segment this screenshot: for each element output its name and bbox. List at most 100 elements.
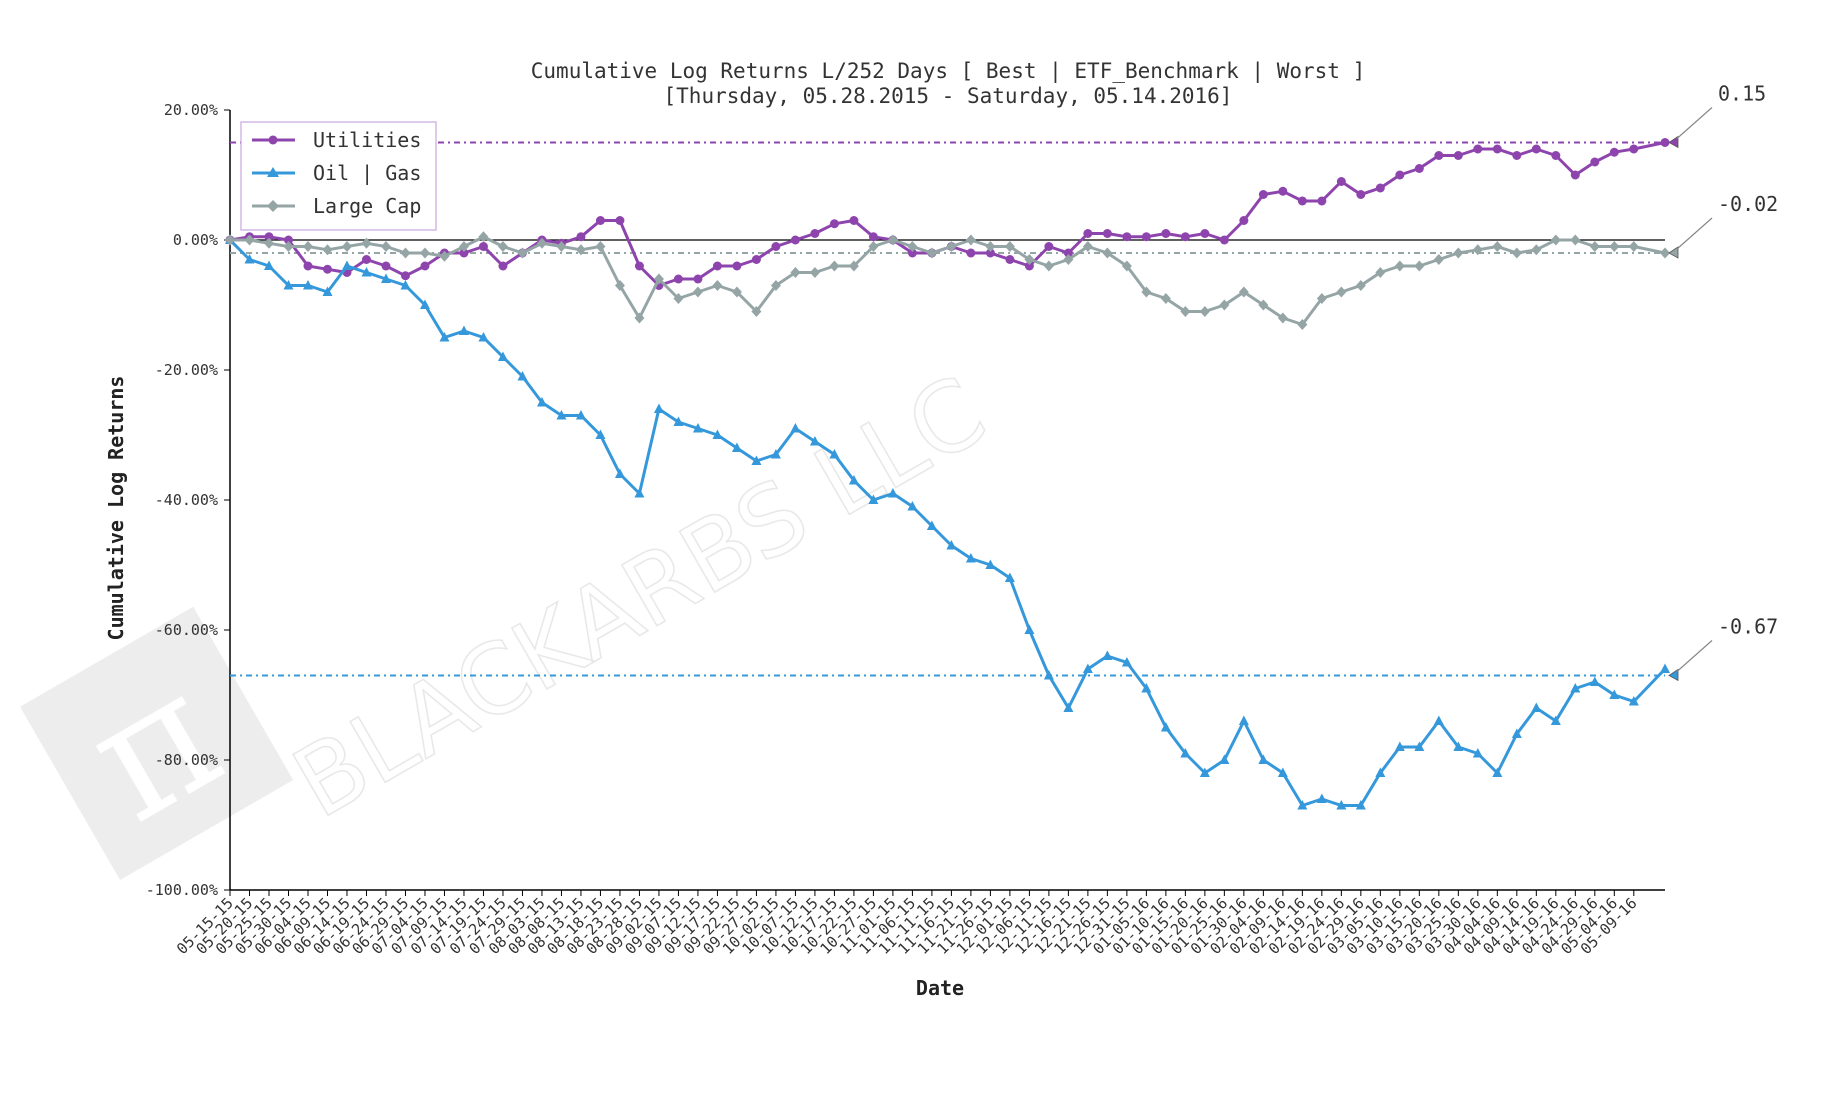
data-point-oil-gas xyxy=(1453,741,1464,751)
data-point-oil-gas xyxy=(536,397,547,407)
data-point-oil-gas xyxy=(1472,748,1483,758)
data-point-utilities xyxy=(673,274,683,284)
data-point-oil-gas xyxy=(1609,689,1620,699)
data-point-large-cap xyxy=(1355,280,1366,291)
data-point-oil-gas xyxy=(731,442,742,452)
series-large-cap xyxy=(225,231,1670,330)
data-point-large-cap xyxy=(302,241,313,252)
legend-label-oil-gas: Oil | Gas xyxy=(313,161,421,185)
data-point-utilities xyxy=(478,242,488,251)
legend: Utilities Oil | Gas Large Cap xyxy=(240,121,437,231)
data-point-utilities xyxy=(810,229,820,238)
data-point-oil-gas xyxy=(1394,741,1405,751)
data-point-oil-gas xyxy=(1414,741,1425,751)
data-point-utilities xyxy=(1180,232,1190,242)
data-point-large-cap xyxy=(1024,254,1035,265)
watermark-text: BLACKARBS LLC xyxy=(276,355,1004,840)
data-point-large-cap xyxy=(634,312,645,324)
data-point-utilities xyxy=(1044,242,1054,251)
data-point-large-cap xyxy=(1004,241,1015,252)
data-point-utilities xyxy=(361,255,371,264)
data-point-utilities xyxy=(303,261,313,271)
annotation-arrow-large-cap xyxy=(1676,217,1713,250)
reference-lines xyxy=(230,141,1665,677)
data-point-large-cap xyxy=(244,234,255,246)
data-point-utilities xyxy=(1083,229,1093,238)
data-point-large-cap xyxy=(809,267,820,278)
data-point-oil-gas xyxy=(751,455,762,465)
data-point-oil-gas xyxy=(595,429,606,439)
data-point-utilities xyxy=(322,264,332,274)
data-point-utilities xyxy=(1102,229,1112,238)
data-point-utilities xyxy=(751,255,761,264)
data-point-large-cap xyxy=(1589,241,1600,252)
data-point-utilities xyxy=(829,219,839,229)
data-point-oil-gas xyxy=(985,559,996,569)
data-point-oil-gas xyxy=(1277,767,1288,777)
data-point-utilities xyxy=(1609,147,1619,157)
data-point-large-cap xyxy=(419,247,430,259)
data-point-large-cap xyxy=(712,280,723,291)
data-point-oil-gas xyxy=(770,449,781,459)
annotation-arrowhead-oil-gas xyxy=(1668,668,1679,682)
data-point-large-cap xyxy=(1472,244,1483,256)
data-point-large-cap xyxy=(517,247,528,259)
legend-marker-large-cap xyxy=(267,200,279,212)
data-point-utilities xyxy=(1570,170,1580,180)
data-point-oil-gas xyxy=(809,436,820,446)
data-point-utilities xyxy=(381,261,391,271)
data-point-large-cap xyxy=(1511,247,1522,259)
data-point-oil-gas xyxy=(1141,683,1152,693)
data-point-utilities xyxy=(1122,232,1132,242)
data-point-oil-gas xyxy=(1297,800,1308,810)
data-point-large-cap xyxy=(400,247,411,259)
data-point-oil-gas xyxy=(283,280,294,290)
data-point-oil-gas xyxy=(673,416,684,426)
data-point-large-cap xyxy=(985,241,996,252)
data-point-oil-gas xyxy=(1199,767,1210,777)
data-point-utilities xyxy=(1005,255,1015,264)
series-utilities xyxy=(225,138,1670,290)
y-tick-label: -40.00% xyxy=(155,491,218,509)
data-point-large-cap xyxy=(1258,299,1269,311)
data-point-oil-gas xyxy=(1004,572,1015,582)
data-point-utilities xyxy=(1434,151,1444,160)
data-point-utilities xyxy=(1258,190,1268,199)
data-point-large-cap xyxy=(380,241,391,252)
data-point-oil-gas xyxy=(1531,702,1542,712)
data-point-large-cap xyxy=(1550,234,1561,246)
data-point-large-cap xyxy=(790,267,801,278)
data-point-utilities xyxy=(595,216,605,225)
data-point-large-cap xyxy=(225,234,235,246)
data-point-utilities xyxy=(1239,216,1249,225)
series-layer xyxy=(225,138,1670,810)
data-point-utilities xyxy=(1492,144,1502,154)
data-point-utilities xyxy=(1141,232,1151,242)
data-point-large-cap xyxy=(770,280,781,291)
data-point-oil-gas xyxy=(1336,800,1347,810)
data-point-utilities xyxy=(1590,157,1600,167)
data-point-oil-gas xyxy=(439,332,450,342)
data-point-large-cap xyxy=(263,237,274,249)
data-point-large-cap xyxy=(1082,241,1093,252)
data-point-utilities xyxy=(1317,196,1327,206)
data-point-utilities xyxy=(985,248,995,258)
data-point-large-cap xyxy=(1102,247,1113,259)
data-point-utilities xyxy=(1297,196,1307,206)
data-point-utilities xyxy=(1453,151,1463,160)
data-point-large-cap xyxy=(1660,247,1670,259)
data-point-utilities xyxy=(1473,144,1483,154)
y-tick-label: -20.00% xyxy=(155,361,218,379)
legend-marker-utilities xyxy=(268,135,278,145)
data-point-utilities xyxy=(966,248,976,258)
data-point-utilities xyxy=(1395,170,1405,180)
data-point-large-cap xyxy=(1180,306,1191,317)
data-point-oil-gas xyxy=(790,423,801,433)
data-point-oil-gas xyxy=(478,332,489,342)
data-point-oil-gas xyxy=(1316,793,1327,803)
data-point-utilities xyxy=(459,248,469,258)
data-point-oil-gas xyxy=(1550,715,1561,725)
data-point-large-cap xyxy=(1570,234,1581,246)
data-point-oil-gas xyxy=(322,286,333,296)
data-point-large-cap xyxy=(692,286,703,298)
